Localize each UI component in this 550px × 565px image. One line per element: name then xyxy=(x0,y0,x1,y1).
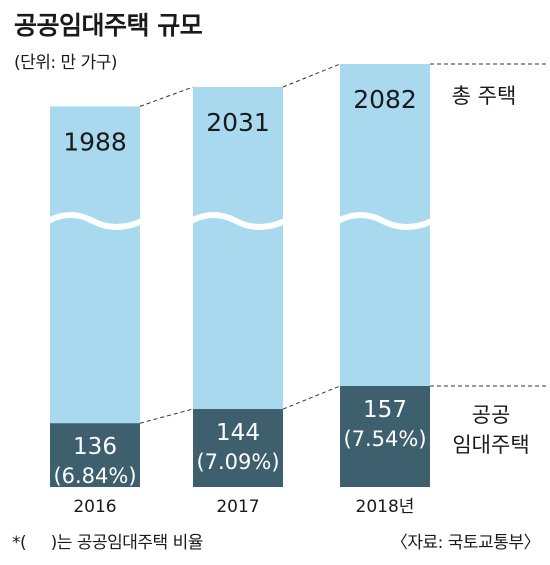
x-tick-label: 2016 xyxy=(73,497,116,517)
total-value-label: 2031 xyxy=(206,108,270,137)
connector-line-public xyxy=(282,385,341,410)
legend-public-label-line2: 임대주택 xyxy=(452,433,529,457)
total-value-label: 1988 xyxy=(63,127,127,156)
public-bar xyxy=(50,423,140,487)
connector-line-public xyxy=(139,408,194,424)
public-bar xyxy=(193,409,283,487)
axis-break-wave xyxy=(189,212,287,230)
unit-label: (단위: 만 가구) xyxy=(14,53,118,73)
public-value-label: 157 xyxy=(363,397,407,423)
connector-line-total xyxy=(282,63,341,88)
axis-break-wave xyxy=(46,212,144,230)
footnote: *( )는 공공임대주택 비율 xyxy=(12,533,203,553)
total-value-label: 2082 xyxy=(353,85,417,114)
connector-line-total xyxy=(139,86,194,107)
public-value-label: 144 xyxy=(216,420,260,446)
x-tick-label: 2018년 xyxy=(356,497,415,517)
public-value-label: 136 xyxy=(73,434,117,460)
ratio-label: (6.84%) xyxy=(53,464,136,488)
ratio-label: (7.54%) xyxy=(343,427,426,451)
total-bar xyxy=(193,87,283,410)
axis-break-wave xyxy=(336,212,434,230)
x-tick-label: 2017 xyxy=(216,497,259,517)
total-bar xyxy=(50,106,140,424)
legend-public-label-line1: 공공 xyxy=(472,403,511,427)
chart-title: 공공임대주택 규모 xyxy=(14,11,203,40)
source-note: 〈자료: 국토교통부〉 xyxy=(390,533,541,553)
ratio-label: (7.09%) xyxy=(196,450,279,474)
public-bar xyxy=(340,386,430,487)
legend-total-label: 총 주택 xyxy=(452,84,517,108)
